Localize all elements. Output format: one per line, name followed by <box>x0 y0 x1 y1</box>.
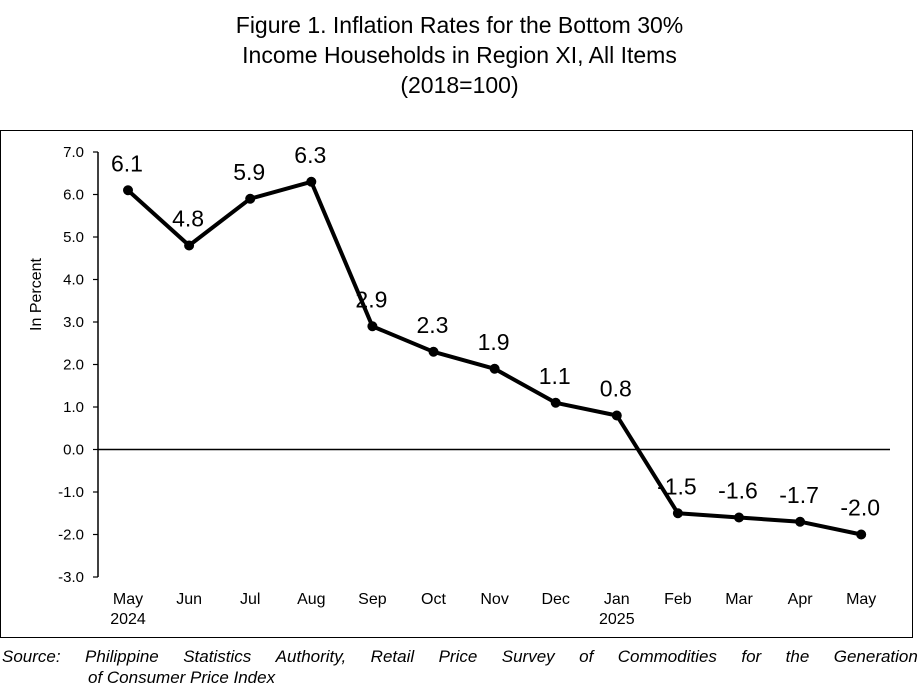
data-label: 2.3 <box>417 312 449 338</box>
x-tick-label: 2025 <box>599 611 635 628</box>
y-tick-label: 6.0 <box>63 187 84 204</box>
source-note: Source: Philippine Statistics Authority, Ret… <box>2 646 918 688</box>
source-word: the <box>785 647 810 666</box>
data-labels: 6.1 4.8 5.9 6.3 2.9 2.3 1.9 1.1 0.8 -1.5 -1.6 -1.7-… <box>111 142 880 521</box>
y-tick-label: -1.0 <box>58 484 84 501</box>
data-point <box>856 529 867 540</box>
y-tick-label: 2.0 <box>63 357 84 374</box>
chart-title-line-1: Figure 1. Inflation Rates for the Bottom… <box>235 12 684 38</box>
x-tick-label: Jun <box>176 591 202 608</box>
source-word: Retail <box>370 647 415 666</box>
data-point <box>123 185 133 196</box>
y-tick-label: 1.0 <box>63 399 84 416</box>
y-tick-label: 5.0 <box>63 229 84 246</box>
data-label: 1.9 <box>478 329 510 355</box>
source-word: Source: <box>2 647 61 666</box>
data-point <box>672 508 683 519</box>
x-tick-label: Jan <box>604 591 630 608</box>
source-word: Philippine <box>85 647 159 666</box>
source-note-line-2: of Consumer Price Index <box>88 668 276 687</box>
chart-title-line-2: Income Households in Region XI, All Item… <box>242 42 677 68</box>
x-tick-label: Sep <box>358 591 387 608</box>
x-tick-label: Nov <box>480 591 508 608</box>
data-point <box>489 363 500 374</box>
source-word: Price <box>438 647 478 666</box>
x-tick-label: May <box>846 591 876 608</box>
data-label: 0.8 <box>600 376 632 402</box>
data-label: 1.1 <box>539 363 571 389</box>
y-tick-label: 4.0 <box>63 272 84 289</box>
data-label: -1.6 <box>718 478 758 504</box>
source-word: Authority, <box>275 647 347 666</box>
source-word: Generation <box>833 647 918 666</box>
data-label: 4.8 <box>172 206 204 232</box>
y-axis-title: In Percent <box>28 257 45 330</box>
y-tick-label: 7.0 <box>63 144 84 161</box>
y-tick-label: 3.0 <box>63 314 84 331</box>
x-tick-label: Feb <box>664 591 692 608</box>
chart-title: Figure 1. Inflation Rates for the Bottom… <box>0 10 919 100</box>
data-point <box>367 321 378 332</box>
y-tick-label: -3.0 <box>58 569 84 586</box>
data-label: 2.9 <box>355 286 387 312</box>
y-tick-label: -2.0 <box>58 527 84 544</box>
chart-title-line-3: (2018=100) <box>400 72 519 98</box>
data-label: 6.3 <box>294 142 326 168</box>
data-label: -1.5 <box>657 473 697 499</box>
source-word: Survey <box>501 647 555 666</box>
data-point <box>428 346 439 357</box>
chart-frame <box>0 130 913 638</box>
data-point <box>734 512 744 523</box>
line-chart: 7.0 6.0 5.0 4.0 3.0 2.0 1.0 0.0 -1.0 -2.0 -3.0 In P… <box>28 142 890 628</box>
data-point <box>245 193 256 204</box>
x-tick-label: Mar <box>725 591 753 608</box>
source-word: for <box>741 647 762 666</box>
source-word: of <box>579 647 594 666</box>
data-point <box>306 176 317 187</box>
x-tick-label: Dec <box>541 591 569 608</box>
source-word: Statistics <box>183 647 252 666</box>
data-point <box>550 397 561 408</box>
data-point <box>184 240 195 251</box>
source-note-line-1: Source: Philippine Statistics Authority, Ret… <box>2 646 918 667</box>
x-axis-labels: May 2024 Jun Jul Aug Sep Oct Nov Dec Jan 2025 Feb Ma… <box>110 591 876 628</box>
data-point <box>611 410 622 421</box>
data-points <box>123 176 867 540</box>
data-label: 6.1 <box>111 150 143 176</box>
data-label: -2.0 <box>840 495 880 521</box>
x-tick-label: 2024 <box>110 611 146 628</box>
data-point <box>795 516 806 527</box>
data-label: 5.9 <box>233 159 265 185</box>
x-tick-label: Aug <box>297 591 325 608</box>
y-tick-label: 0.0 <box>63 442 84 459</box>
x-tick-label: May <box>113 591 143 608</box>
x-tick-label: Oct <box>421 591 446 608</box>
source-word: Commodities <box>617 647 717 666</box>
y-axis: 7.0 6.0 5.0 4.0 3.0 2.0 1.0 0.0 -1.0 -2.0 -3.0 In P… <box>28 144 99 586</box>
data-label: -1.7 <box>779 482 819 508</box>
x-tick-label: Jul <box>240 591 260 608</box>
x-tick-label: Apr <box>788 591 814 608</box>
